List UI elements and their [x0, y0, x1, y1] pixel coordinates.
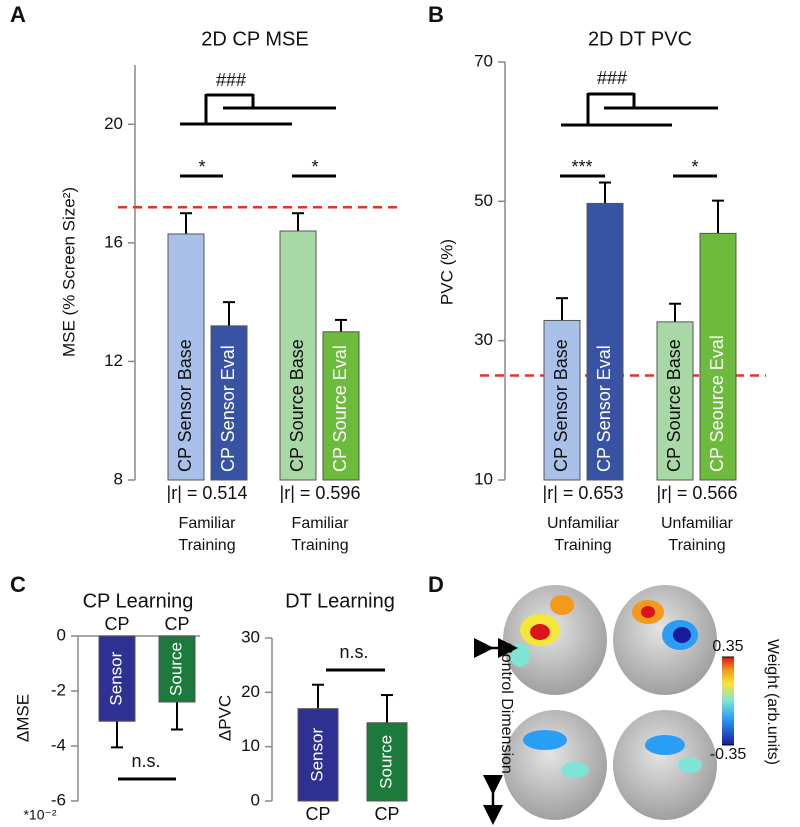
group-r: |r| = 0.566	[657, 483, 738, 503]
y-tick-label: -4	[51, 735, 66, 754]
y-tick-label: 8	[114, 469, 123, 488]
y-tick-label: 12	[104, 351, 123, 370]
scale-label: *10⁻²	[23, 807, 56, 823]
bar-label: CP Sensor Eval	[218, 345, 238, 472]
bar-label: CP Sensor Eval	[594, 345, 614, 472]
blob	[550, 595, 574, 615]
y-tick-label: 0	[251, 790, 260, 809]
y-axis-label: PVC (%)	[437, 239, 456, 305]
bar-label: Source	[376, 735, 395, 789]
brain	[613, 710, 717, 820]
y-tick-label: 20	[104, 114, 123, 133]
bar	[167, 233, 205, 481]
y-tick-label: -6	[51, 790, 66, 809]
group-label: Unfamiliar	[661, 515, 734, 532]
bar-label: CP Sensor Base	[175, 339, 195, 472]
bar	[158, 635, 196, 703]
y-axis-label: ΔMSE	[13, 694, 32, 742]
brain-images	[474, 585, 734, 825]
y-axis-label: MSE (% Screen Size²)	[59, 187, 78, 357]
group-label: Training	[178, 537, 235, 554]
significance: ###	[216, 70, 246, 90]
panel-label: B	[428, 2, 444, 27]
blob	[641, 606, 655, 618]
category-label: CP	[104, 614, 129, 634]
bar	[279, 230, 317, 481]
panel-label: D	[428, 572, 444, 597]
group-r: |r| = 0.514	[167, 483, 248, 503]
colorbar-tick-label: -0.35	[710, 746, 747, 763]
panel-label: A	[10, 2, 26, 27]
bar-label: CP Seource Eval	[707, 335, 727, 472]
y-tick-label: 50	[474, 191, 493, 210]
y-tick-label: 30	[474, 330, 493, 349]
bar-label: Source	[166, 642, 185, 696]
y-tick-label: 20	[241, 682, 260, 701]
bar-label: Sensor	[106, 651, 125, 705]
group-label: Training	[291, 537, 348, 554]
group-r: |r| = 0.653	[543, 483, 624, 503]
blob	[523, 730, 567, 750]
colorbar-tick-label: 0.35	[712, 638, 743, 655]
group-label: Training	[554, 537, 611, 554]
group-label: Familiar	[179, 515, 237, 532]
chart-title: 2D DT PVC	[588, 28, 692, 50]
bar	[210, 325, 248, 481]
y-tick-label: 10	[241, 736, 260, 755]
bar	[699, 232, 737, 481]
category-label: CP	[305, 804, 330, 824]
bar-label: CP Source Base	[664, 339, 684, 472]
y-tick-label: 70	[474, 51, 493, 70]
group-label: Unfamiliar	[547, 515, 620, 532]
bar-label: CP Sensor Base	[551, 339, 571, 472]
significance: *	[691, 157, 698, 177]
bar	[366, 722, 408, 802]
significance: ###	[597, 68, 627, 88]
blob	[561, 762, 589, 778]
bar-label: Sensor	[307, 728, 326, 782]
bar-label: CP Source Eval	[330, 345, 350, 472]
y-axis-label: ΔPVC	[215, 695, 234, 741]
chart-title: 2D CP MSE	[201, 28, 308, 50]
chart-title: CP Learning	[83, 590, 194, 612]
category-label: CP	[374, 804, 399, 824]
y-tick-label: 0	[57, 625, 66, 644]
bar	[586, 202, 624, 481]
y-tick-label: 30	[241, 627, 260, 646]
bar	[322, 331, 360, 481]
bar	[98, 635, 136, 722]
significance: ***	[571, 157, 592, 177]
blob	[645, 735, 685, 755]
significance: *	[311, 157, 318, 177]
y-tick-label: -2	[51, 680, 66, 699]
group-label: Training	[668, 537, 725, 554]
y-tick-label: 10	[474, 469, 493, 488]
group-label: Familiar	[292, 515, 350, 532]
colorbar	[722, 657, 734, 745]
bar	[543, 319, 581, 481]
bar-label: CP Source Base	[287, 339, 307, 472]
annotation: Control Dimension	[498, 642, 515, 774]
blob	[673, 627, 691, 643]
blob	[678, 757, 702, 773]
chart-title: DT Learning	[285, 590, 395, 612]
brain	[503, 710, 607, 820]
category-label: CP	[164, 614, 189, 634]
group-r: |r| = 0.596	[280, 483, 361, 503]
significance: n.s.	[339, 642, 368, 662]
bar	[656, 321, 694, 481]
y-tick-label: 16	[104, 232, 123, 251]
significance: n.s.	[131, 751, 160, 771]
colorbar-label: Weight (arb.units)	[764, 639, 781, 765]
significance: *	[198, 157, 205, 177]
panel-label: C	[10, 572, 26, 597]
bar	[297, 708, 339, 802]
blob	[530, 624, 550, 640]
